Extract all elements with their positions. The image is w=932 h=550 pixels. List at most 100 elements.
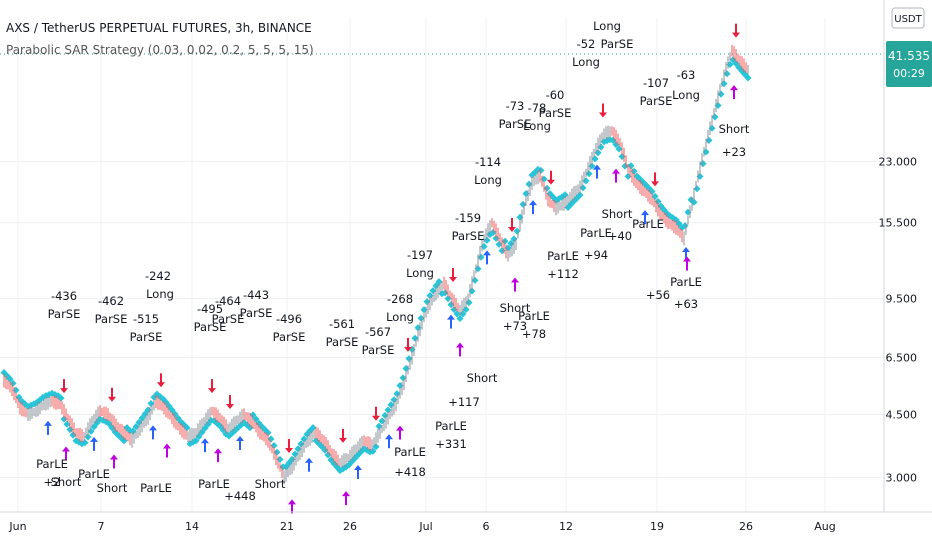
trade-annotation: -60 (546, 88, 565, 102)
trade-annotation: ParSE (95, 312, 128, 326)
trade-annotation: ParSE (601, 37, 634, 51)
trade-annotation: ParLE (140, 481, 172, 495)
trade-annotation: ParSE (240, 306, 273, 320)
long-arrow-head (682, 247, 690, 253)
trade-annotation: -159 (455, 211, 481, 225)
sar-dot (321, 446, 329, 454)
trade-annotation: -107 (643, 76, 669, 90)
long-arrow-head (201, 438, 209, 444)
trade-annotation: ParSE (194, 320, 227, 334)
long-arrow-head (730, 85, 738, 91)
trade-annotation: ParLE (394, 445, 426, 459)
trade-annotation: Long (672, 88, 700, 102)
long-arrow-head (288, 499, 296, 505)
sar-dot (81, 439, 89, 447)
trade-annotation: ParLE (78, 467, 110, 481)
trade-annotation: -63 (677, 68, 696, 82)
sar-dot (171, 410, 179, 418)
trade-annotation: +112 (547, 267, 579, 281)
sar-dot (543, 184, 551, 192)
short-arrow-head (651, 181, 659, 187)
trade-annotation: +94 (584, 248, 608, 262)
trade-annotation: Short (500, 301, 531, 315)
y-tick-label: 9.500 (886, 293, 918, 306)
trade-annotation: ParLE (547, 249, 579, 263)
long-arrow-head (593, 164, 601, 170)
sar-dot (369, 447, 377, 455)
study-legend[interactable]: Parabolic SAR Strategy (0.03, 0.02, 0.2,… (6, 43, 314, 57)
y-tick-label: 23.000 (879, 155, 918, 168)
sar-dot (249, 411, 257, 419)
sar-dot (147, 399, 155, 408)
x-tick-label: 12 (559, 520, 573, 533)
x-tick-label: 21 (280, 520, 294, 533)
time-axis[interactable]: Jun 7 14 21 26 Jul 6 12 19 26 Aug (8, 520, 835, 533)
trade-annotation: Short (602, 207, 633, 221)
sar-dot (705, 136, 713, 144)
trade-annotation: Short (97, 481, 128, 495)
short-arrow-head (285, 448, 293, 454)
sar-dot (87, 427, 95, 435)
sar-dot (621, 162, 629, 170)
trade-annotation: ParLE (518, 309, 550, 323)
y-tick-label: 15.500 (879, 217, 918, 230)
sar-dot (381, 411, 389, 419)
long-arrow-head (483, 250, 491, 256)
trade-annotation: ParSE (539, 106, 572, 120)
trade-annotation: -197 (407, 248, 433, 262)
sar-dot (507, 239, 515, 247)
trade-annotation: +40 (608, 229, 632, 243)
long-arrow-head (110, 454, 118, 460)
price-axis[interactable]: 3.000 4.500 6.500 9.500 15.500 23.000 (879, 155, 918, 484)
symbol-title[interactable]: AXS / TetherUS PERPETUAL FUTURES, 3h, BI… (6, 21, 312, 35)
long-arrow-head (511, 277, 519, 283)
long-arrow-head (456, 342, 464, 348)
sar-dot (423, 298, 431, 306)
currency-badge[interactable] (891, 7, 925, 29)
last-price-value: 41.535 (888, 49, 930, 63)
sar-dot (453, 310, 461, 318)
top-bar (0, 0, 932, 18)
trade-annotation: +2 (44, 475, 61, 489)
y-tick-label: 3.000 (886, 471, 918, 484)
long-arrow-head (641, 210, 649, 216)
sar-dot (411, 334, 419, 342)
trade-annotation: Long (386, 310, 414, 324)
trade-annotation: Long (523, 119, 551, 133)
long-arrow-head (447, 314, 455, 320)
short-arrow-head (449, 277, 457, 283)
trade-annotation: -78 (528, 101, 547, 115)
last-price-tag (886, 41, 932, 87)
long-arrow-head (342, 491, 350, 497)
sar-dot (495, 240, 503, 248)
sar-dot (441, 289, 449, 297)
trade-annotation: -561 (329, 317, 355, 331)
short-arrow-head (547, 179, 555, 185)
sar-dot (717, 90, 725, 98)
x-tick-label: 26 (343, 520, 357, 533)
sar-dot (9, 379, 17, 387)
x-tick-label: 6 (483, 520, 490, 533)
trade-annotation: +63 (674, 297, 698, 311)
trade-annotation: Long (474, 173, 502, 187)
long-arrow-head (214, 448, 222, 454)
trade-annotation: +78 (522, 327, 546, 341)
long-arrow-head (62, 446, 70, 452)
long-arrow-head (90, 436, 98, 442)
sar-dot (273, 448, 281, 456)
short-arrow-head (404, 346, 412, 352)
sar-dot (447, 301, 455, 309)
trade-annotation: -52 (577, 37, 596, 51)
sar-dot (309, 424, 317, 432)
long-arrow-head (683, 256, 691, 262)
sar-dot (399, 374, 407, 382)
currency-label: USDT (894, 14, 922, 25)
sar-dot (459, 310, 467, 318)
short-arrow-head (108, 396, 116, 402)
sar-dot (63, 420, 71, 428)
short-arrow-head (599, 112, 607, 118)
sar-dot (195, 432, 203, 441)
sar-dot (513, 227, 521, 235)
trade-annotation: ParSE (212, 312, 245, 326)
